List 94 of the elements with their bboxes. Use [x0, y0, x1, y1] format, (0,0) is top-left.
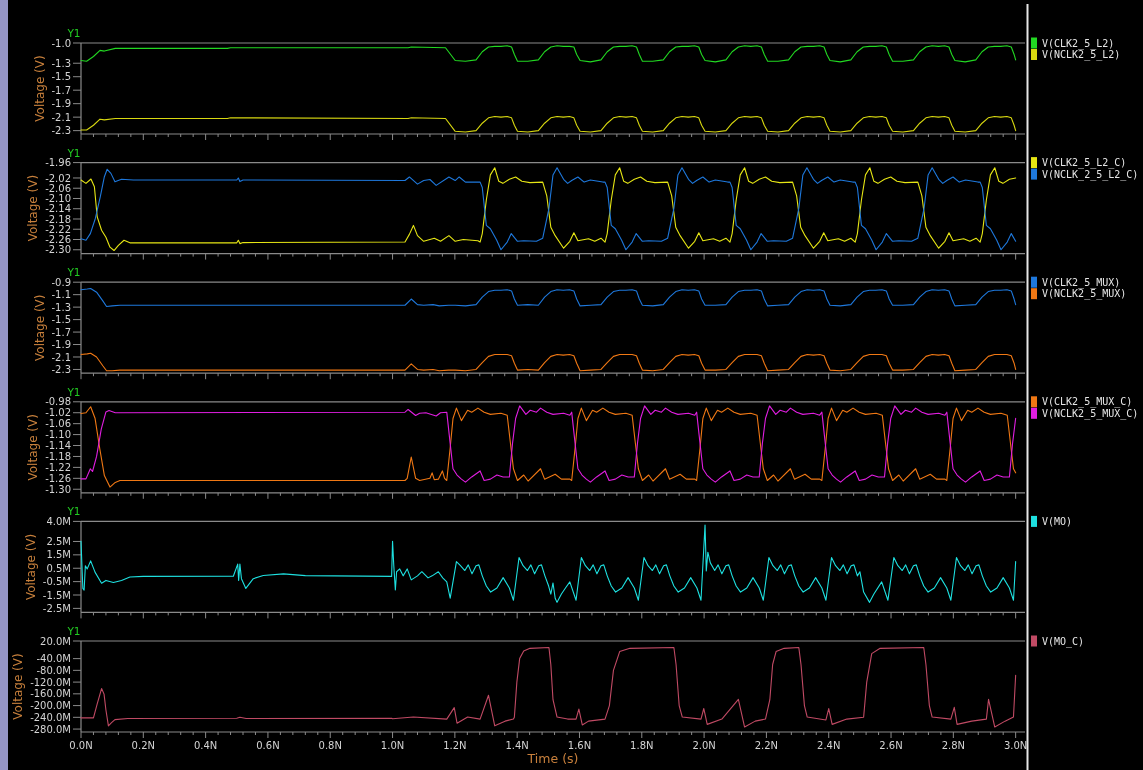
- y-tick-label: 1.5M: [46, 549, 71, 561]
- x-tick-label: 0.8N: [318, 740, 342, 751]
- text: Y1: [66, 505, 81, 518]
- legend-label: V(CLK2_5_L2_C): [1042, 157, 1127, 170]
- x-tick-label: 2.4N: [817, 740, 841, 751]
- y-tick-label: -0.9: [51, 276, 71, 288]
- legend-label: V(CLK2_5_MUX): [1042, 276, 1121, 289]
- y-tick-label: -2.3: [51, 364, 71, 376]
- x-tick-label: 0.0N: [69, 740, 93, 751]
- legend-label: V(NCLK2_5_L2): [1042, 49, 1121, 61]
- line-series: [80, 287, 1017, 308]
- y-axis-title: Voltage (V): [11, 653, 26, 720]
- y-tick-label: -1.7: [51, 84, 71, 96]
- text: Y1: [66, 625, 81, 637]
- x-axis-title: Time (s): [526, 751, 579, 766]
- y-tick-label: -1.02: [45, 407, 71, 419]
- y-tick-label: -2.18: [45, 213, 71, 225]
- y-tick-label: -1.18: [45, 451, 71, 463]
- x-tick-label: 2.2N: [754, 740, 779, 751]
- y-tick-label: -80.0M: [36, 664, 71, 676]
- line-series: [80, 167, 1017, 252]
- legend-label: V(NCLK2_5_MUX): [1042, 288, 1127, 301]
- x-tick-label: 2.6N: [879, 740, 903, 751]
- text: Y1: [66, 146, 81, 159]
- y-tick-label: -1.1: [51, 289, 71, 301]
- x-tick-label: 3.0N: [1003, 740, 1028, 751]
- text: Y1: [66, 385, 81, 398]
- x-tick-label: 0.2N: [131, 740, 156, 751]
- y-axis-title: Voltage (V): [26, 414, 41, 481]
- y-tick-label: -200.0M: [30, 700, 71, 712]
- x-tick-label: 0.6N: [256, 740, 280, 751]
- x-tick-label: 2.8N: [941, 740, 966, 751]
- y-tick-label: -2.5M: [42, 602, 71, 614]
- y-tick-label: -1.14: [45, 440, 71, 452]
- y-tick-label: 2.5M: [46, 536, 71, 548]
- y-tick-label: -1.0: [51, 37, 71, 49]
- legend-label: V(NCLK2_5_MUX_C): [1042, 407, 1139, 420]
- y-tick-label: -1.30: [45, 483, 71, 495]
- y-axis-title: Voltage (V): [26, 174, 41, 242]
- legend-label: V(CLK2_5_MUX_C): [1042, 396, 1133, 409]
- x-tick-label: 0.4N: [193, 740, 218, 751]
- y-tick-label: -1.06: [45, 418, 71, 430]
- x-tick-label: 1.4N: [505, 740, 529, 751]
- y-tick-label: -1.3: [51, 57, 71, 69]
- y-tick-label: -1.5: [51, 314, 71, 326]
- line-series: [80, 646, 1017, 728]
- line-series: [80, 352, 1017, 372]
- y-tick-label: -1.10: [45, 429, 71, 441]
- y-tick-label: -1.9: [51, 339, 71, 351]
- y-tick-label: -2.22: [45, 223, 71, 235]
- line-series: [80, 524, 1017, 603]
- y-axis-title: Voltage (V): [32, 55, 47, 122]
- y-tick-label: 20.0M: [40, 635, 71, 647]
- y-tick-label: 0.5M: [46, 562, 71, 574]
- legend-label: V(MO): [1042, 515, 1073, 527]
- y-tick-label: -40.0M: [36, 653, 71, 665]
- y-tick-label: -1.22: [45, 461, 71, 473]
- y-tick-label: -160.0M: [30, 688, 71, 700]
- y-tick-label: -120.0M: [30, 676, 71, 688]
- y-axis-title: Voltage (V): [32, 294, 47, 361]
- x-tick-label: 2.0N: [692, 740, 716, 751]
- y-tick-label: -2.26: [45, 234, 71, 246]
- y-axis-title: Voltage (V): [24, 533, 39, 601]
- text: Y1: [66, 27, 81, 39]
- legend-label: V(CLK2_5_L2): [1042, 37, 1115, 50]
- y-tick-label: -1.5: [51, 71, 71, 83]
- y-tick-label: -2.02: [45, 172, 71, 184]
- x-tick-label: 1.8N: [630, 740, 654, 751]
- y-tick-label: -240.0M: [30, 711, 71, 723]
- y-tick-label: -2.06: [45, 182, 71, 194]
- y-tick-label: -2.30: [45, 244, 71, 256]
- text: Y1: [66, 266, 81, 279]
- y-tick-label: -2.1: [51, 351, 71, 363]
- line-series: [80, 45, 1017, 63]
- x-tick-label: 1.0N: [380, 740, 405, 751]
- y-tick-label: -2.14: [45, 203, 71, 215]
- y-tick-label: -1.3: [51, 301, 71, 313]
- y-tick-label: -1.26: [45, 472, 71, 484]
- y-tick-label: -0.5M: [42, 576, 71, 588]
- y-tick-label: -1.96: [45, 157, 71, 169]
- y-tick-label: -1.9: [51, 98, 71, 110]
- y-tick-label: -2.1: [51, 111, 71, 123]
- y-tick-label: -280.0M: [30, 723, 71, 735]
- x-tick-label: 1.2N: [443, 740, 467, 751]
- y-tick-label: -1.7: [51, 326, 71, 338]
- y-tick-label: -0.98: [45, 396, 71, 408]
- legend-label: V(NCLK_2_5_L2_C): [1042, 168, 1139, 181]
- y-tick-label: -2.3: [51, 125, 71, 137]
- y-tick-label: -2.10: [45, 193, 71, 205]
- x-tick-label: 1.6N: [567, 740, 592, 751]
- legend-label: V(MO_C): [1042, 635, 1085, 648]
- line-series: [80, 115, 1017, 133]
- y-tick-label: 4.0M: [46, 516, 71, 527]
- y-tick-label: -1.5M: [42, 589, 71, 601]
